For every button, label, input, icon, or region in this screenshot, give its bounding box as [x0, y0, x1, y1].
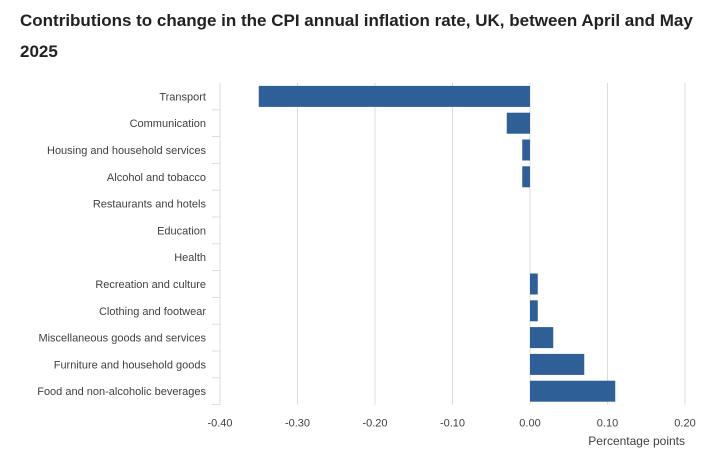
category-label: Furniture and household goods	[54, 359, 207, 371]
bar-food-and-non-alcoholic-beverages	[530, 380, 616, 402]
x-tick-labels: -0.40 -0.30 -0.20 -0.10 0.00 0.10 0.20	[207, 418, 695, 430]
x-tick-label: 0.10	[597, 418, 618, 430]
gridlines	[212, 83, 686, 406]
category-label: Education	[157, 225, 206, 237]
category-label: Miscellaneous goods and services	[38, 333, 206, 345]
x-tick-label: -0.10	[440, 418, 465, 430]
bar-clothing-and-footwear	[530, 300, 538, 322]
bar-miscellaneous-goods-and-services	[530, 327, 554, 349]
bars	[258, 85, 616, 402]
bar-furniture-and-household-goods	[530, 353, 585, 375]
category-labels: Transport Communication Housing and househ…	[37, 91, 206, 398]
x-tick-label: -0.30	[285, 418, 310, 430]
category-label: Alcohol and tobacco	[107, 172, 206, 184]
x-tick-label: 0.20	[674, 418, 695, 430]
x-tick-label: 0.00	[519, 418, 540, 430]
category-label: Restaurants and hotels	[93, 199, 207, 211]
bar-recreation-and-culture	[530, 273, 538, 295]
category-label: Clothing and footwear	[99, 306, 206, 318]
chart-title: Contributions to change in the CPI annua…	[20, 11, 693, 61]
bar-communication	[506, 112, 530, 134]
category-label: Transport	[159, 91, 206, 103]
bar-transport	[258, 85, 530, 107]
category-label: Recreation and culture	[95, 279, 206, 291]
category-label: Health	[174, 252, 206, 264]
category-label: Food and non-alcoholic beverages	[37, 386, 206, 398]
x-tick-label: -0.20	[362, 418, 387, 430]
category-label: Communication	[130, 118, 206, 130]
x-tick-label: -0.40	[207, 418, 232, 430]
category-label: Housing and household services	[47, 145, 206, 157]
x-axis-title: Percentage points	[588, 434, 685, 448]
bar-alcohol-and-tobacco	[522, 166, 530, 188]
bar-housing-and-household-services	[522, 139, 530, 161]
